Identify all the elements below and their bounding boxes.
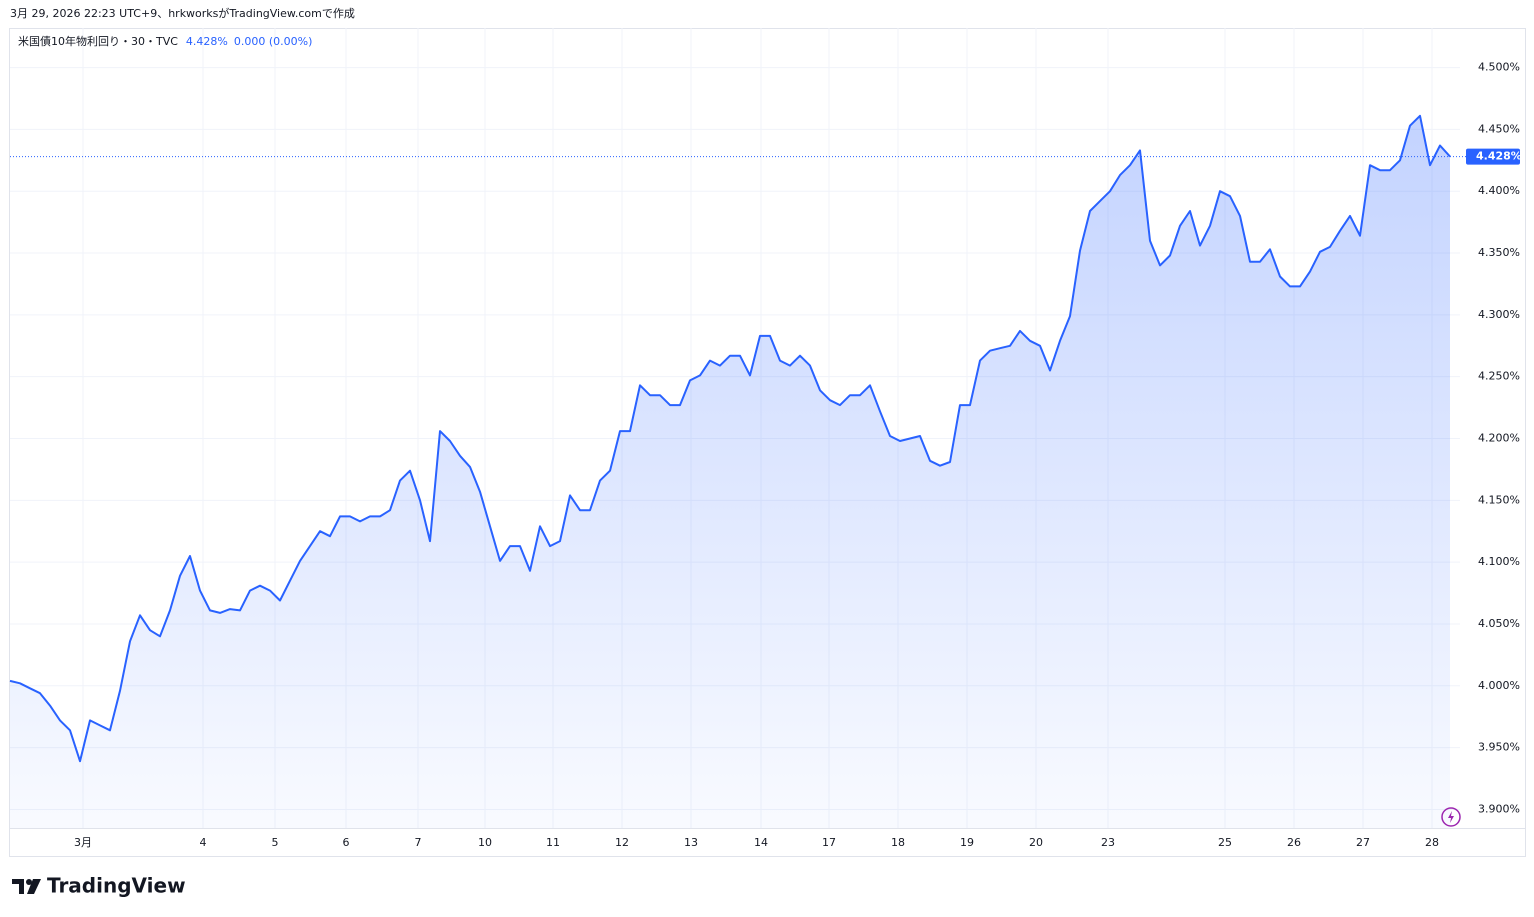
chart-frame: [9, 28, 1526, 857]
x-tick-label: 20: [1029, 836, 1043, 849]
y-tick-label: 3.900%: [1478, 802, 1520, 815]
area-fill: [10, 115, 1450, 829]
last-price-box: [1466, 148, 1520, 165]
y-tick-label: 4.050%: [1478, 617, 1520, 630]
x-tick-label: 23: [1101, 836, 1115, 849]
x-tick-label: 27: [1356, 836, 1370, 849]
x-tick-label: 11: [546, 836, 560, 849]
logo-mark: [12, 879, 24, 894]
x-tick-label: 28: [1425, 836, 1439, 849]
logo-dot: [26, 879, 32, 885]
x-tick-label: 17: [822, 836, 836, 849]
legend-price: 4.428%: [186, 35, 228, 48]
y-tick-label: 4.200%: [1478, 432, 1520, 445]
lightning-circle[interactable]: [1441, 807, 1461, 827]
x-tick-label: 4: [200, 836, 207, 849]
y-tick-label: 4.450%: [1478, 122, 1520, 135]
x-tick-label: 7: [415, 836, 422, 849]
x-tick-label: 12: [615, 836, 629, 849]
x-tick-label: 25: [1218, 836, 1232, 849]
lightning-bolt[interactable]: [1448, 811, 1454, 823]
y-tick-label: 4.350%: [1478, 246, 1520, 259]
x-tick-label: 26: [1287, 836, 1301, 849]
x-tick-label: 6: [343, 836, 350, 849]
brand: TradingView: [47, 874, 186, 898]
x-tick-label: 19: [960, 836, 974, 849]
plot: [9, 114, 1466, 829]
y-tick-label: 3.950%: [1478, 741, 1520, 754]
x-tick-label: 3月: [74, 836, 92, 849]
logo-mark: [27, 879, 41, 894]
x-tick-label: 5: [272, 836, 279, 849]
y-tick-label: 4.100%: [1478, 555, 1520, 568]
y-tick-label: 4.400%: [1478, 184, 1520, 197]
x-tick-label: 18: [891, 836, 905, 849]
y-tick-label: 4.000%: [1478, 679, 1520, 692]
legend-symbol: 米国債10年物利回り・30・TVC: [18, 34, 178, 48]
x-tick-label: 14: [754, 836, 768, 849]
brand-logo: TradingView: [12, 874, 186, 898]
x-tick-label: 13: [684, 836, 698, 849]
y-tick-label: 4.300%: [1478, 308, 1520, 321]
x-tick-label: 10: [478, 836, 492, 849]
price-line: [9, 114, 1451, 763]
y-tick-label: 4.150%: [1478, 493, 1520, 506]
y-tick-label: 4.250%: [1478, 370, 1520, 383]
caption: 3月 29, 2026 22:23 UTC+9、hrkworksがTrading…: [10, 6, 355, 20]
axes: 3.900% 3.950% 4.000% 4.050% 4.100% 4.150% 4.20…: [74, 61, 1522, 849]
last-price-label: 4.428%: [1476, 150, 1522, 163]
lightning-icon[interactable]: [1441, 807, 1461, 827]
legend-change: 0.000 (0.00%): [234, 35, 313, 48]
y-tick-label: 4.500%: [1478, 61, 1520, 74]
